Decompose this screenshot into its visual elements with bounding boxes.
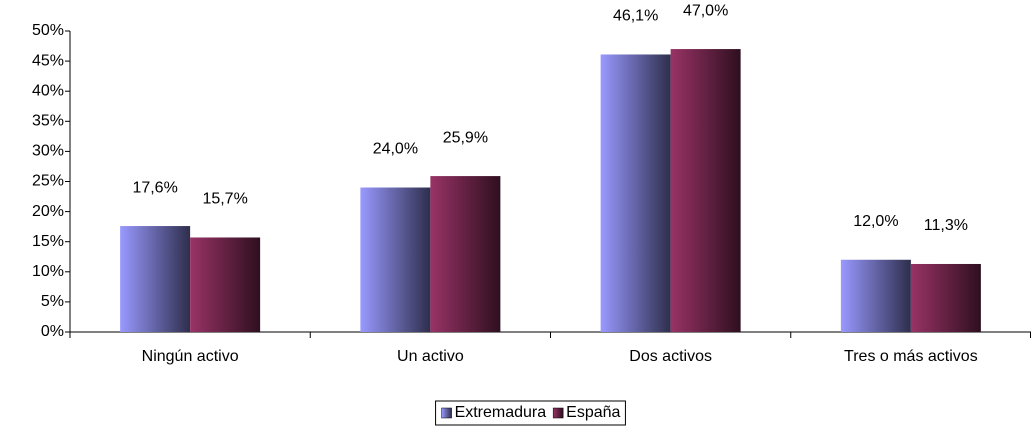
y-tick-label: 35%: [32, 113, 64, 130]
value-label: 47,0%: [683, 2, 728, 19]
y-tick-label: 10%: [32, 263, 64, 280]
y-tick-label: 0%: [41, 323, 64, 340]
legend-swatch: [441, 407, 452, 419]
bar: [670, 49, 741, 333]
value-label: 24,0%: [373, 141, 418, 158]
value-label: 11,3%: [924, 217, 968, 234]
legend-swatch: [552, 407, 564, 419]
value-label: 12,0%: [853, 213, 898, 230]
bar: [430, 176, 501, 332]
legend-label: España: [566, 404, 620, 421]
y-tick-label: 45%: [32, 52, 64, 69]
value-label: 25,9%: [443, 129, 488, 146]
x-tick-label: Dos activos: [629, 348, 712, 365]
bar: [840, 259, 911, 332]
y-tick-label: 20%: [32, 203, 64, 220]
y-tick-label: 30%: [32, 143, 64, 160]
y-tick-label: 25%: [32, 173, 64, 190]
y-tick-label: 5%: [41, 293, 64, 310]
y-tick-label: 40%: [32, 82, 64, 99]
bar: [910, 263, 981, 332]
bar: [120, 226, 191, 332]
bar: [360, 187, 431, 332]
x-tick-label: Ningún activo: [142, 348, 239, 365]
y-tick-label: 50%: [32, 22, 64, 39]
value-label: 17,6%: [132, 179, 177, 196]
value-label: 15,7%: [202, 191, 247, 208]
legend-box: [435, 400, 626, 426]
legend: Extremadura España: [435, 400, 626, 426]
x-tick-label: Tres o más activos: [844, 348, 978, 365]
y-tick-label: 15%: [32, 233, 64, 250]
x-tick-label: Un activo: [397, 348, 464, 365]
bar: [600, 54, 671, 333]
value-label: 46,1%: [613, 8, 658, 25]
bar: [190, 237, 261, 332]
legend-label: Extremadura: [455, 404, 547, 421]
